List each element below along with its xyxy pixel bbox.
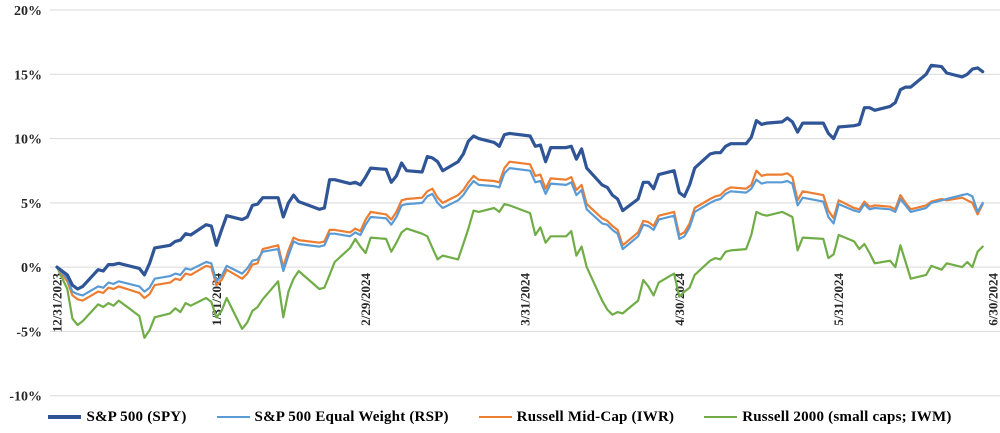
x-axis-tick-label: 3/31/2024 <box>518 273 533 326</box>
legend-line-swatch-iwr <box>478 416 512 418</box>
legend-line-swatch-spy <box>48 415 82 419</box>
chart-legend: S&P 500 (SPY) S&P 500 Equal Weight (RSP)… <box>0 403 1000 431</box>
legend-label-spy: S&P 500 (SPY) <box>86 408 187 425</box>
y-axis-tick-label: -5% <box>16 325 42 340</box>
series-line-S&P 500 (SPY) <box>55 63 985 291</box>
y-axis-tick-label: 20% <box>14 4 42 19</box>
legend-label-iwr: Russell Mid-Cap (IWR) <box>516 408 675 425</box>
legend-label-iwm: Russell 2000 (small caps; IWM) <box>742 408 952 425</box>
x-axis-tick-label: 6/30/2024 <box>986 273 1000 326</box>
x-axis-tick-label: 5/31/2024 <box>831 273 846 326</box>
y-axis-tick-label: -10% <box>9 390 42 403</box>
x-axis-tick-label: 2/29/2024 <box>358 273 373 326</box>
legend-item-iwm: Russell 2000 (small caps; IWM) <box>704 409 951 426</box>
legend-item-iwr: Russell Mid-Cap (IWR) <box>478 408 675 426</box>
y-axis-tick-label: 10% <box>14 133 42 148</box>
x-axis-tick-label: 12/31/2023 <box>50 273 65 333</box>
legend-item-spy: S&P 500 (SPY) <box>48 409 186 426</box>
series-line-S&P 500 Equal Weight (RSP) <box>55 167 984 297</box>
y-axis-tick-label: 15% <box>14 68 42 83</box>
y-axis-tick-label: 0% <box>21 261 42 276</box>
legend-line-swatch-iwm <box>704 416 738 418</box>
chart-plot-area: 20%15%10%5%0%-5%-10%12/31/2023 1/31/2024 2… <box>9 4 1000 403</box>
legend-line-swatch-rsp <box>216 416 250 418</box>
legend-label-rsp: S&P 500 Equal Weight (RSP) <box>254 408 449 425</box>
series-line-Russell 2000 (small caps; IWM) <box>55 203 984 339</box>
x-axis-tick-label: 4/30/2024 <box>672 273 687 326</box>
legend-item-rsp: S&P 500 Equal Weight (RSP) <box>216 408 449 426</box>
y-axis-tick-label: 5% <box>21 197 42 212</box>
